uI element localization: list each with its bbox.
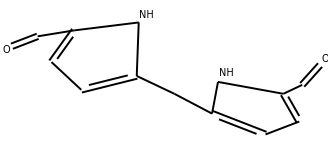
Text: NH: NH: [218, 68, 233, 78]
Text: NH: NH: [139, 10, 154, 20]
Text: O: O: [321, 54, 328, 64]
Text: O: O: [2, 45, 10, 55]
